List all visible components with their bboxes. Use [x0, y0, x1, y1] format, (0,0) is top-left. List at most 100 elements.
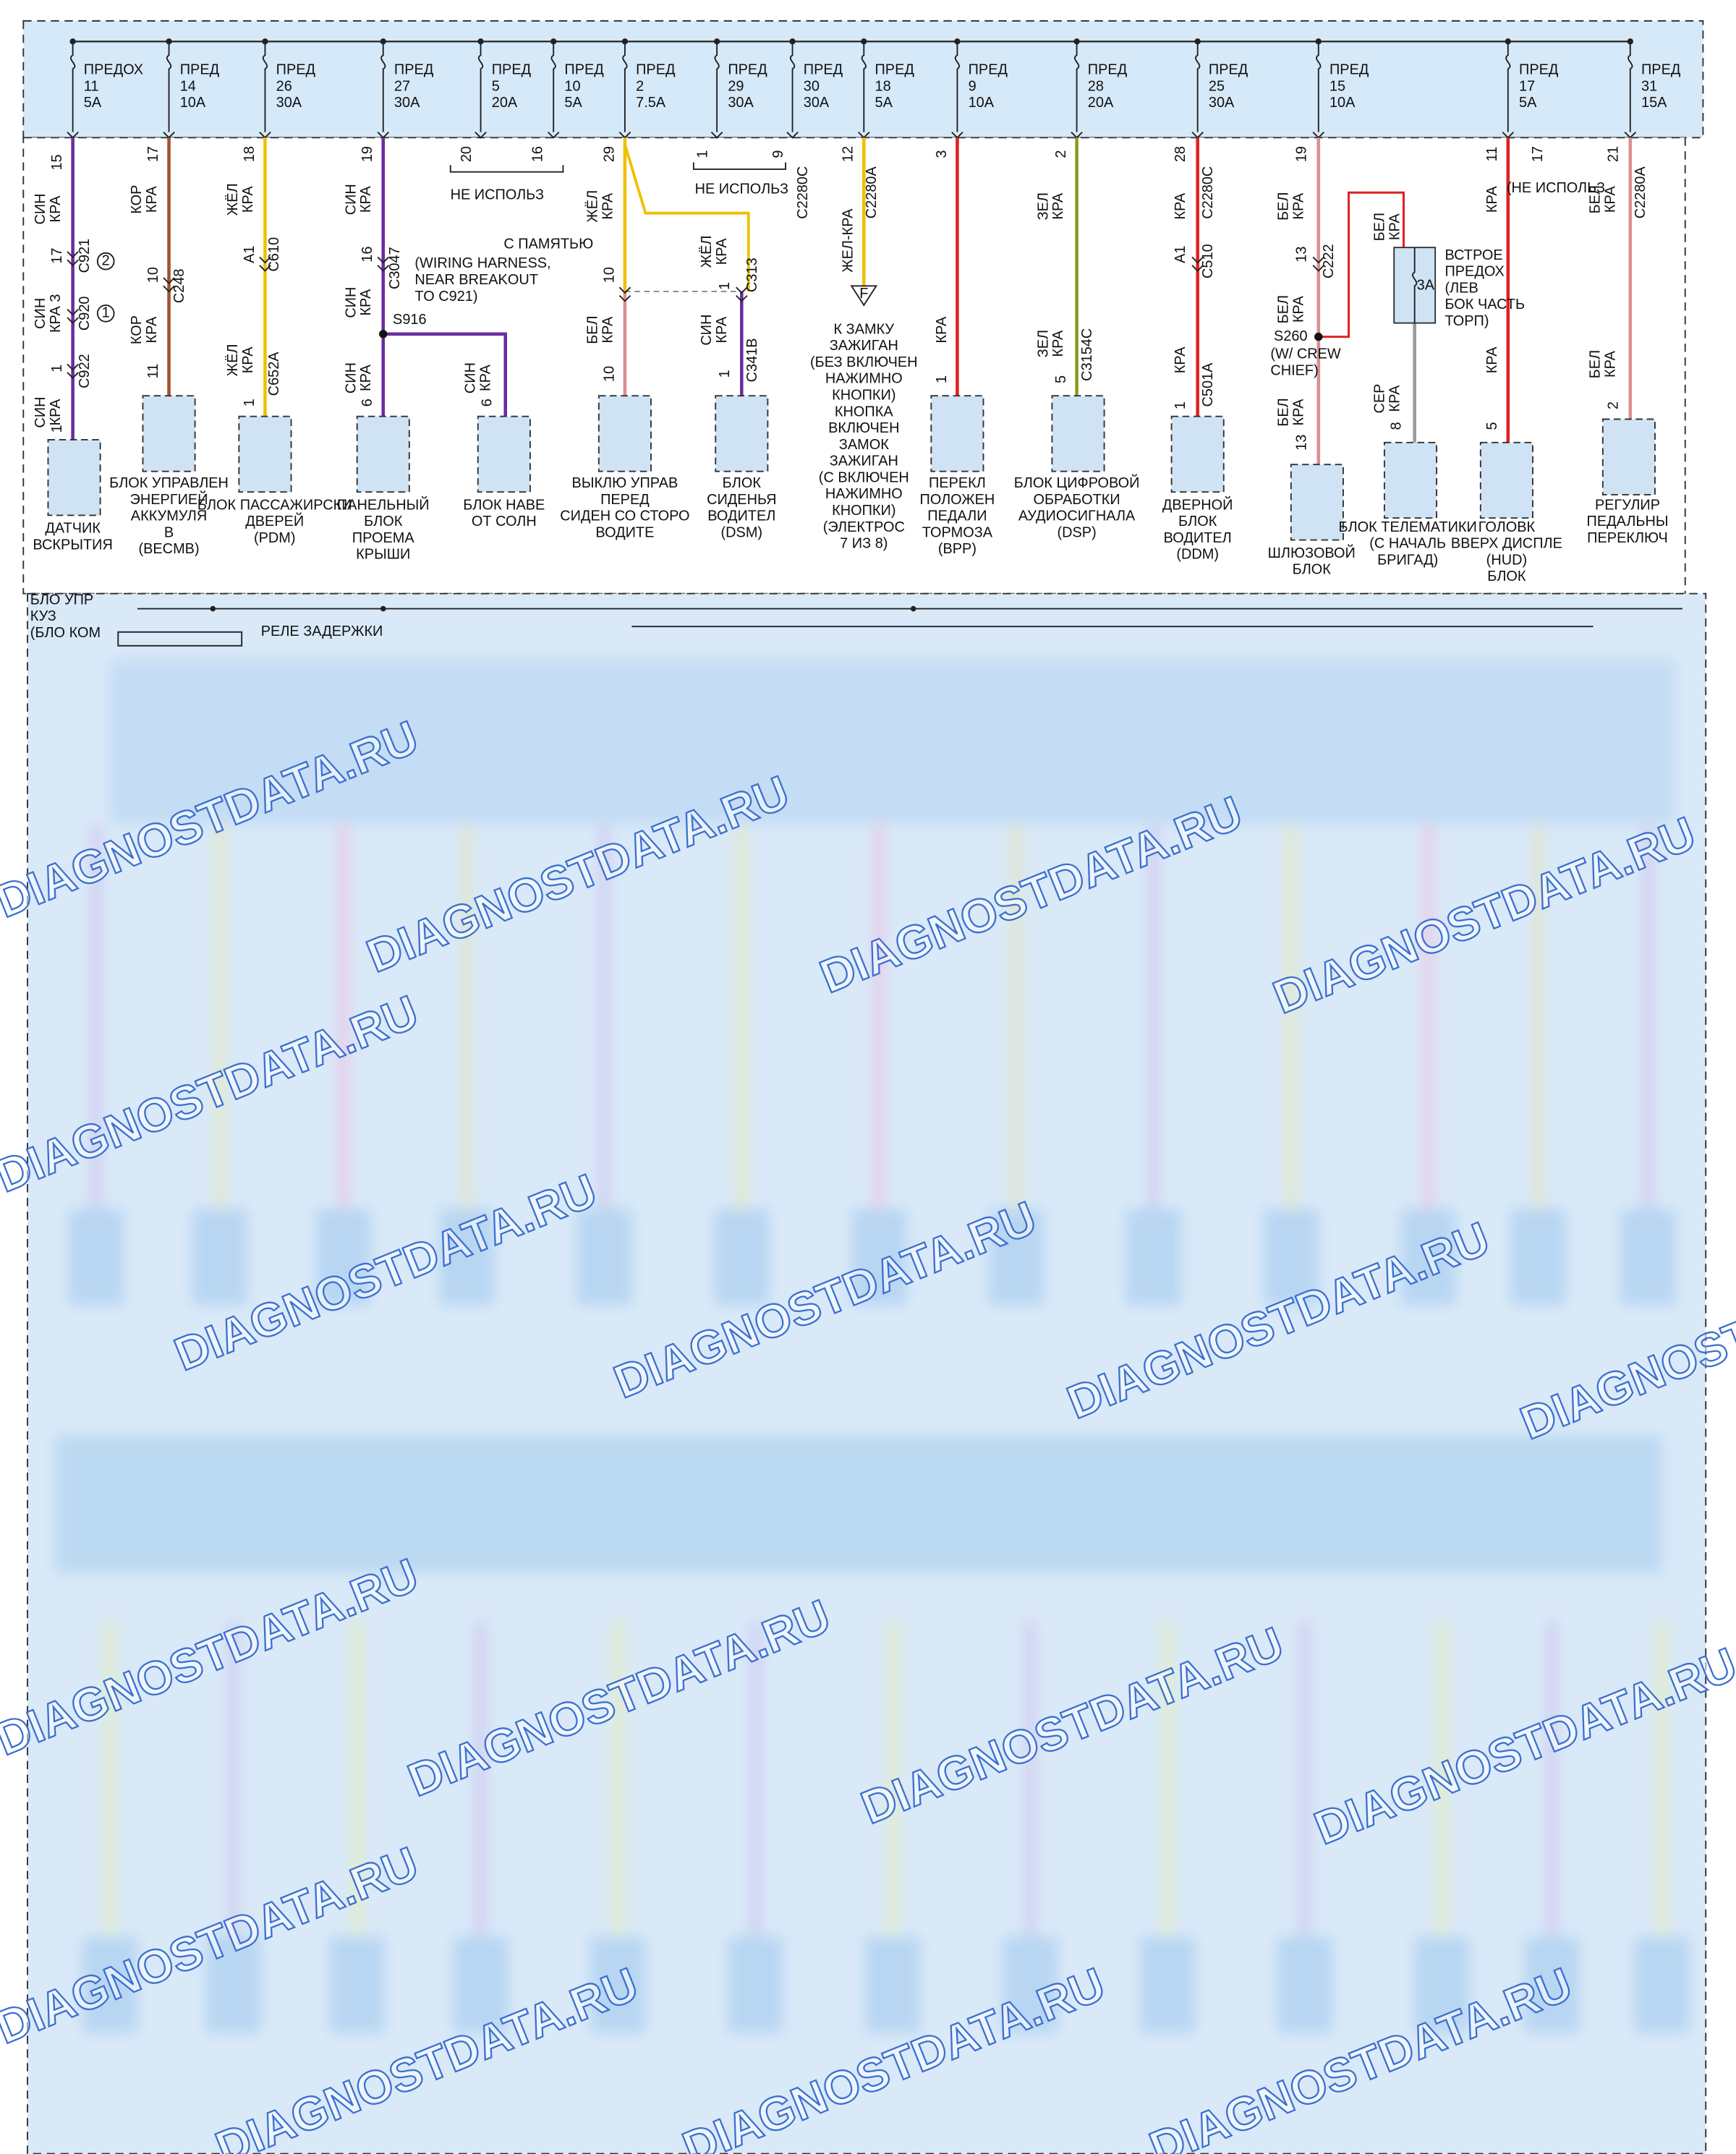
fuse: [477, 41, 484, 132]
wire-label: 1: [49, 425, 65, 433]
component-label: ПОЛОЖЕН: [920, 492, 995, 508]
wire: [624, 144, 750, 291]
blurred-box: [851, 1209, 907, 1306]
bus-node: [210, 605, 216, 612]
fuse: [380, 41, 386, 132]
fuse-label: 5A: [84, 95, 102, 111]
wire-label: КРА: [48, 195, 64, 223]
wire-label: C222: [1321, 244, 1337, 278]
fuse: [1628, 41, 1633, 132]
wire-label: (НЕ ИСПОЛЬЗ: [1507, 180, 1605, 196]
diagram-content: ПРЕДОХ115AПРЕД1410AПРЕД2630AПРЕД2730AПРЕ…: [30, 38, 1682, 647]
component-box: [1383, 441, 1438, 519]
blurred-box: [1634, 1936, 1690, 2033]
component-label: БЛОК ТЕЛЕМАТИКИ: [1339, 519, 1477, 535]
blurred-area: [54, 659, 1690, 2033]
component-label: ГОЛОВК: [1478, 519, 1536, 535]
component-label: РЕГУЛИР: [1595, 497, 1660, 513]
fuse: [861, 41, 867, 132]
connector: [618, 286, 631, 302]
wire-label: C920: [77, 296, 93, 331]
blurred-panel: [109, 659, 1676, 825]
ignition-note: ЗАЖИГАН: [830, 338, 898, 354]
wire-label: ЖЕЛ-КРА: [841, 208, 856, 273]
wire-label: C2280A: [1633, 166, 1648, 219]
fuse-label: 5A: [564, 95, 582, 111]
component-label: (С НАЧАЛЬ: [1369, 536, 1446, 552]
fuse: [1073, 41, 1080, 132]
fuse-label: ПРЕД: [636, 61, 676, 77]
wire-label: F: [859, 286, 868, 302]
wire-label: C2280C: [1200, 166, 1216, 219]
ignition-note: К ЗАМКУ: [834, 321, 895, 337]
blurred-box: [1003, 1936, 1058, 2033]
fuse-label: 30A: [1209, 95, 1235, 111]
wire-label: 16: [530, 146, 546, 162]
component-label: (DSM): [721, 524, 763, 540]
component-label: (BPP): [938, 541, 977, 557]
wire-label: ПРЕДОХ: [1444, 264, 1504, 280]
component-label: (PDM): [254, 530, 296, 546]
wire: [383, 332, 508, 417]
fuse-label: 10A: [180, 95, 206, 111]
wire-label: 12: [841, 146, 856, 162]
component-label: СИДЕН СО СТОРО: [560, 508, 689, 524]
wire-label: КРА: [600, 316, 616, 344]
wire-label: КРА: [477, 364, 493, 391]
fuse-label: 30A: [276, 95, 302, 111]
pin-circle: [96, 252, 115, 271]
wire-label: КРА: [1290, 192, 1306, 220]
component-box: [1290, 464, 1344, 541]
component-label: ВСКРЫТИЯ: [33, 537, 112, 553]
component-label: ШЛЮЗОВОЙ: [1268, 544, 1356, 561]
wire: [1318, 191, 1405, 339]
component-label: (HUD): [1486, 552, 1527, 568]
wire-label: КРА: [1387, 385, 1403, 412]
connector: [736, 286, 748, 302]
wire-label: КРА: [1602, 186, 1618, 213]
fuse-label: ПРЕД: [394, 61, 434, 77]
blurred-box: [590, 1936, 646, 2033]
splice: [379, 330, 388, 339]
wire-label: КРА: [358, 289, 374, 316]
blurred-box: [1139, 1936, 1195, 2033]
component-label: ПЕРЕД: [600, 492, 650, 508]
wire-label: СИН: [33, 193, 48, 224]
component-box: [930, 395, 984, 472]
component-label: ПЕРЕКЛЮЧ: [1587, 530, 1668, 546]
wire-label: 6: [479, 399, 495, 406]
fuse-label: ПРЕД: [564, 61, 604, 77]
wire-label: ЖЁЛ: [585, 190, 601, 223]
component-label: ДВЕРНОЙ: [1162, 495, 1233, 513]
component-label: БЛОК: [1178, 514, 1217, 529]
blurred-box: [728, 1936, 783, 2033]
wire-label: 17: [49, 247, 65, 263]
fuse-label: 10A: [969, 95, 995, 111]
wire-label: НЕ ИСПОЛЬЗ: [451, 187, 544, 203]
fuse-label: ПРЕД: [180, 61, 220, 77]
component-label: ВОДИТЕ: [595, 524, 654, 540]
component-box: [47, 439, 101, 516]
ignition-note: НАЖИМНО: [825, 371, 903, 387]
fuse: [954, 41, 961, 132]
wire-label: КРА: [48, 399, 64, 426]
wire-label: 19: [359, 146, 375, 162]
wire-label: КРА: [144, 186, 160, 213]
fuse-label: 15A: [1641, 95, 1667, 111]
ignition-note: КНОПКИ): [832, 387, 895, 403]
component-label: ОТ СОЛН: [472, 514, 537, 529]
connector: [67, 251, 79, 267]
connector: [710, 131, 723, 139]
ignition-note: ЗАМОК: [839, 437, 889, 453]
wire-label: 29: [601, 146, 617, 162]
fuse-label: ПРЕД: [1519, 61, 1559, 77]
wire-label: СИН: [343, 287, 359, 318]
fuse: [70, 41, 76, 132]
wire-label: КРА: [358, 186, 374, 213]
wire-label: S260: [1274, 328, 1308, 344]
component-label: ПРОЕМА: [352, 530, 415, 546]
wire-label: КРА: [600, 192, 616, 220]
component-box: [715, 395, 769, 472]
wire-label: 1: [694, 150, 710, 158]
